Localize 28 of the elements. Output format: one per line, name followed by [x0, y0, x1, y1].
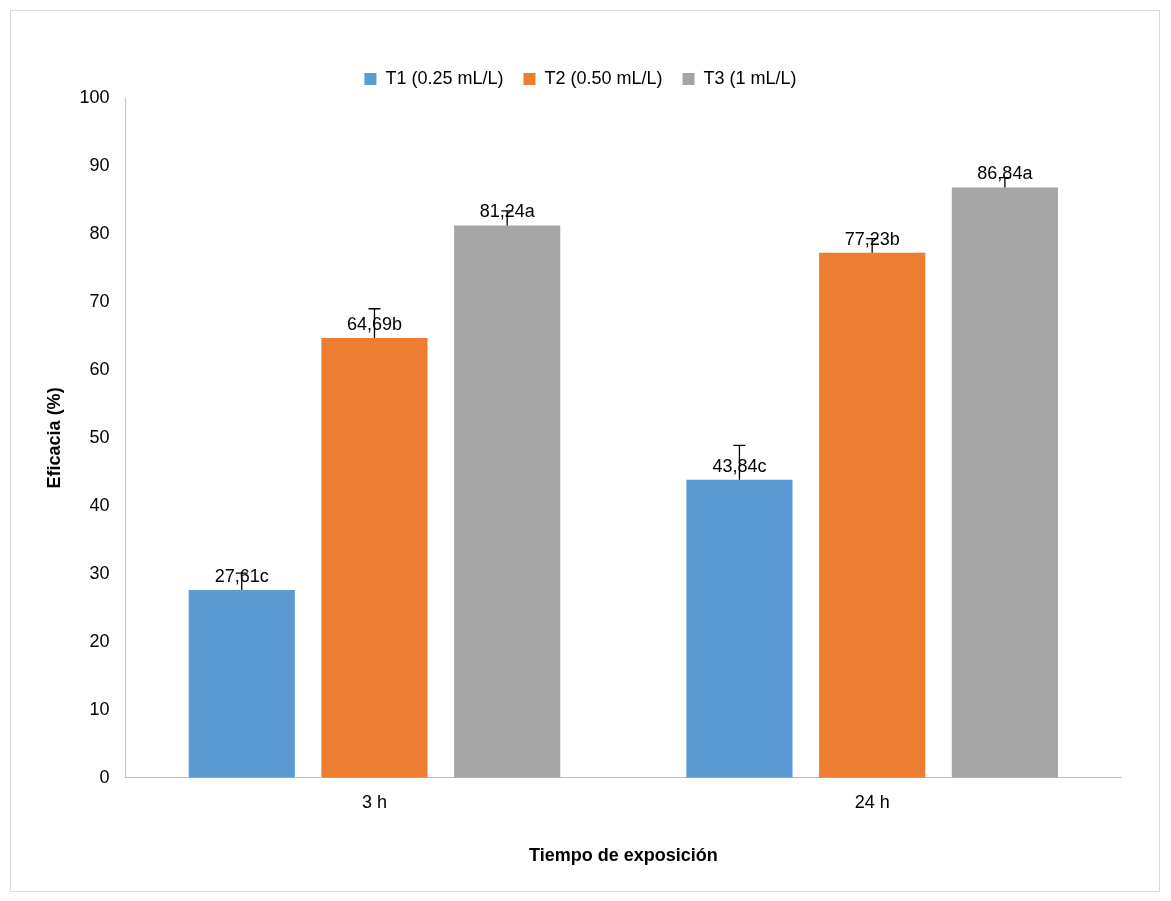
y-tick-label: 80 [89, 222, 110, 243]
data-label: 86,84a [977, 163, 1034, 184]
data-label: 27,61c [214, 566, 269, 587]
legend-label: T1 (0.25 mL/L) [385, 67, 504, 88]
y-tick-label: 70 [89, 290, 110, 311]
legend-label: T2 (0.50 mL/L) [544, 67, 663, 88]
bar [819, 252, 926, 778]
data-label: 77,23b [844, 228, 900, 249]
x-axis-title: Tiempo de exposición [528, 845, 718, 866]
data-label: 81,24a [479, 201, 536, 222]
x-tick-label: 24 h [854, 791, 890, 812]
bar [686, 479, 793, 778]
y-tick-label: 50 [89, 426, 110, 447]
y-axis-title: Eficacia (%) [43, 387, 64, 489]
bar [951, 187, 1058, 778]
y-tick-label: 100 [79, 86, 110, 107]
bar [321, 338, 428, 778]
y-tick-label: 20 [89, 630, 110, 651]
y-tick-label: 40 [89, 494, 110, 515]
y-tick-label: 30 [89, 562, 110, 583]
y-tick-label: 0 [99, 766, 110, 787]
y-tick-label: 60 [89, 358, 110, 379]
y-tick-label: 10 [89, 698, 110, 719]
legend-label: T3 (1 mL/L) [703, 67, 797, 88]
bar [454, 225, 561, 778]
x-tick-label: 3 h [361, 791, 387, 812]
bar [188, 590, 295, 778]
y-tick-label: 90 [89, 154, 110, 175]
